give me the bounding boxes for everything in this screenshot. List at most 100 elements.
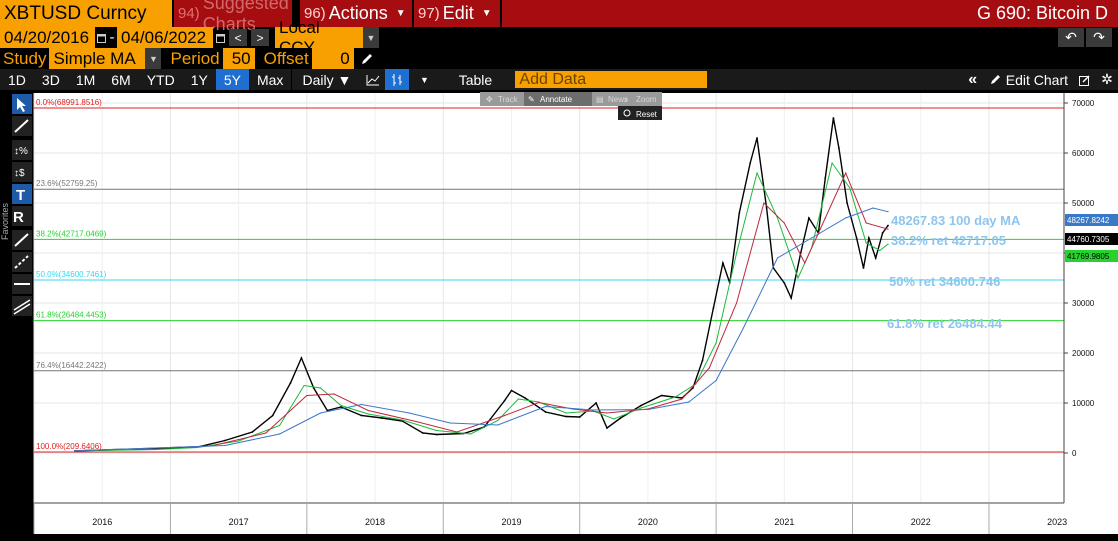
line-chart-icon[interactable] (361, 69, 385, 90)
edit-menu[interactable]: 97) Edit ▼ (414, 0, 500, 27)
text-tool-icon[interactable] (12, 184, 32, 204)
percent-tool-icon[interactable] (12, 140, 32, 160)
annotation-text[interactable]: 48267.83 100 day MA (891, 213, 1021, 228)
end-calendar-icon[interactable] (213, 27, 227, 48)
chart-area[interactable]: 0.0%(68991.8516) 23.6%(52759.25) 38.2%(427… (0, 90, 1118, 536)
period-input[interactable]: 50 (222, 48, 255, 69)
table-button[interactable]: Table (458, 71, 493, 88)
range-bar: 1D 3D 1M 6M YTD 1Y 5Y Max Daily ▼ ▼ Table Add D… (0, 69, 1118, 90)
study-select[interactable]: Simple MA (49, 48, 146, 69)
data-point (312, 387, 315, 389)
undo-icon[interactable]: ↶ (1058, 28, 1084, 47)
data-point (449, 422, 451, 424)
data-point (517, 398, 519, 400)
range-button-ytd[interactable]: YTD (146, 71, 175, 88)
range-button-1d[interactable]: 1D (8, 71, 26, 88)
add-data-input[interactable]: Add Data (515, 71, 708, 88)
data-point (735, 252, 738, 254)
range-button-6m[interactable]: 6M (111, 71, 131, 88)
ray-tool-icon[interactable] (12, 252, 32, 272)
y-tick-label: 70000 (1072, 99, 1095, 108)
y-tick-label: 60000 (1072, 149, 1095, 158)
y-tick-label: 10000 (1072, 399, 1095, 408)
data-point (674, 396, 676, 398)
start-date-field[interactable]: 04/20/2016 (0, 27, 95, 48)
currency-dropdown-icon[interactable]: ▼ (363, 27, 379, 48)
edit-caret-icon: ▼ (481, 8, 492, 19)
y-tick-label: 0 (1072, 449, 1077, 458)
annotate-label: Annotate (540, 95, 573, 104)
zoom-button[interactable]: ⌕ Zoom (624, 95, 657, 104)
actions-menu[interactable]: 96) Actions ▼ (300, 0, 412, 27)
prev-period-button[interactable]: < (229, 29, 247, 46)
redo-icon[interactable]: ↷ (1086, 28, 1112, 47)
reset-icon (623, 109, 631, 117)
data-point (804, 262, 806, 264)
ticker-input[interactable]: XBTUSD Curncy (0, 0, 172, 27)
chart-type-dropdown-icon[interactable]: ▼ (419, 74, 429, 85)
price-label-text: 44760.7305 (1067, 235, 1110, 244)
data-point (360, 414, 363, 417)
data-point (640, 407, 642, 409)
range-button-1m[interactable]: 1M (75, 71, 96, 88)
annotation-edit-icon[interactable] (1074, 69, 1096, 90)
function-bar: XBTUSD Curncy 94) Suggested Charts 96) A… (0, 0, 1118, 34)
y-tick-label: 20000 (1072, 349, 1095, 358)
range-button-1y[interactable]: 1Y (190, 71, 208, 88)
bar-chart-icon[interactable] (385, 69, 410, 90)
offset-input[interactable]: 0 (311, 48, 354, 69)
data-point (504, 414, 506, 417)
retracement-tool-icon[interactable] (12, 206, 32, 226)
data-point (824, 177, 827, 179)
actions-label: Actions (328, 3, 388, 23)
range-button-3d[interactable]: 3D (41, 71, 60, 88)
annotate-icon: ✎ (528, 95, 535, 104)
annotation-text[interactable]: 50% ret 34600.746 (889, 274, 1000, 289)
range-button-5y[interactable]: 5Y (215, 69, 249, 90)
data-point (811, 237, 813, 239)
edit-label: Edit (442, 3, 474, 23)
annotation-text[interactable]: 38.2% ret 42717.05 (891, 233, 1006, 248)
data-point (712, 307, 715, 309)
start-calendar-icon[interactable] (95, 27, 107, 48)
data-point (606, 412, 608, 414)
data-point (701, 359, 704, 362)
data-point (497, 419, 499, 422)
news-button[interactable]: ▤ News (596, 95, 628, 104)
currency-select[interactable]: Local CCY (275, 18, 363, 57)
settings-gear-icon[interactable]: ✲ (1101, 71, 1113, 87)
collapse-icon[interactable]: « (968, 70, 978, 88)
dollar-tool-icon[interactable] (12, 162, 32, 182)
data-point (807, 217, 810, 219)
track-button[interactable]: ✥ Track (486, 95, 519, 104)
data-point (742, 327, 745, 329)
data-point (456, 431, 458, 433)
data-point (824, 217, 826, 219)
range-button-max[interactable]: Max (256, 71, 284, 88)
study-label: Study (3, 48, 47, 68)
suggested-charts-menu[interactable]: 94) Suggested Charts (174, 0, 292, 34)
svg-text:T: T (16, 187, 25, 204)
edit-chart-pencil-icon (990, 72, 1002, 88)
data-point (74, 450, 76, 452)
pencil-icon[interactable] (354, 48, 380, 69)
study-dropdown-icon[interactable]: ▼ (145, 48, 162, 69)
annotation-text[interactable]: 61.8% ret 26484.44 (887, 316, 1003, 331)
track-label: Track (498, 95, 519, 104)
end-date-field[interactable]: 04/06/2022 (117, 27, 213, 48)
next-period-button[interactable]: > (251, 29, 269, 46)
data-point (660, 394, 663, 397)
study-bar: Study Simple MA ▼ Period 50 Offset 0 (0, 48, 1118, 69)
data-point (797, 277, 799, 279)
frequency-select[interactable]: Daily ▼ (291, 69, 361, 90)
annotate-button[interactable]: ✎ Annotate (528, 95, 573, 104)
reset-button[interactable] (618, 106, 662, 120)
data-point (360, 403, 363, 406)
data-point (271, 414, 274, 417)
price-label-text: 41769.9805 (1067, 252, 1110, 261)
data-point (595, 402, 597, 404)
data-point (544, 405, 547, 408)
edit-chart-button[interactable]: Edit Chart (984, 69, 1074, 90)
data-point (156, 448, 158, 451)
data-point (681, 398, 683, 400)
